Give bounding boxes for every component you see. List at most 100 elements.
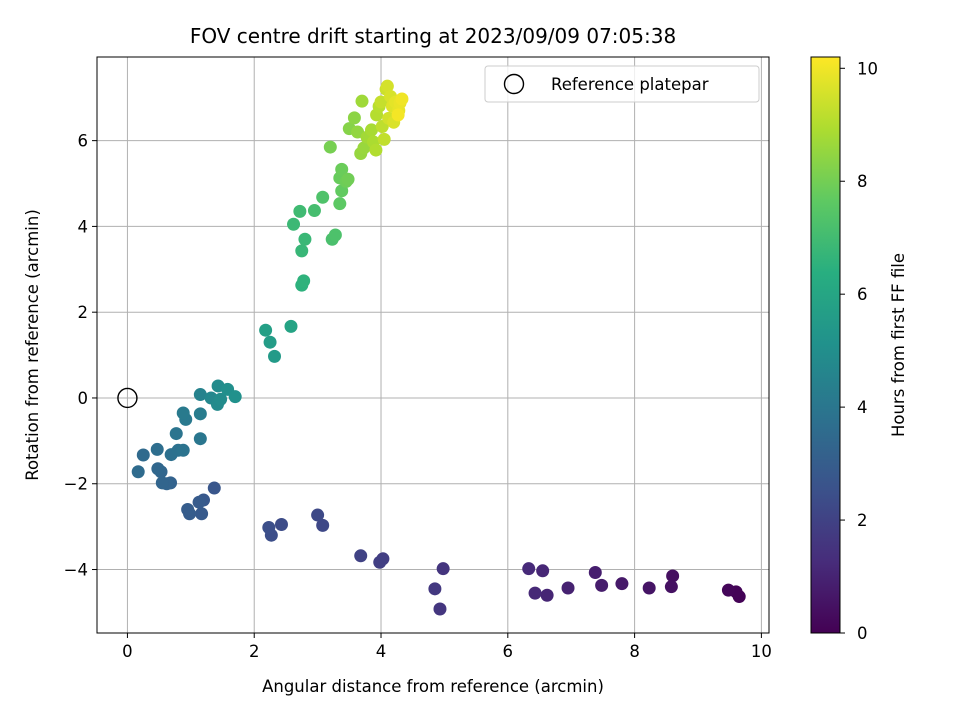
- y-axis-label: Rotation from reference (arcmin): [23, 209, 42, 481]
- x-tick-label: 6: [503, 642, 514, 661]
- data-point: [155, 476, 169, 490]
- data-point: [436, 562, 450, 576]
- data-point: [536, 564, 550, 578]
- reference-marker-group: [117, 387, 138, 409]
- x-tick-label: 10: [751, 642, 772, 661]
- y-tick-label: −4: [64, 561, 88, 580]
- data-point: [176, 443, 190, 457]
- colorbar-tick-label: 2: [857, 511, 868, 530]
- data-point: [664, 580, 678, 594]
- data-point: [311, 508, 325, 522]
- x-axis-ticks: 0 2 4 6 8 10: [122, 633, 772, 661]
- data-point: [433, 602, 447, 616]
- legend-box: [484, 65, 760, 103]
- data-point: [195, 507, 209, 521]
- scatter-points: [131, 79, 746, 616]
- data-point: [214, 392, 228, 406]
- data-point: [595, 578, 609, 592]
- data-point: [357, 141, 371, 155]
- data-point: [193, 407, 207, 421]
- data-point: [136, 448, 150, 462]
- data-point: [347, 111, 361, 125]
- data-point: [316, 190, 330, 204]
- data-point: [262, 520, 276, 534]
- data-point: [341, 172, 355, 186]
- data-point: [354, 549, 368, 563]
- data-point: [328, 228, 342, 242]
- colorbar-tick-label: 0: [857, 624, 868, 643]
- data-point: [131, 465, 145, 479]
- data-point: [540, 588, 554, 602]
- x-tick-label: 8: [629, 642, 640, 661]
- data-point: [522, 562, 536, 576]
- data-point: [192, 495, 206, 509]
- data-point: [263, 335, 277, 349]
- data-point: [151, 462, 165, 476]
- colorbar-tick-label: 6: [857, 285, 868, 304]
- data-point: [374, 95, 388, 109]
- data-point: [666, 569, 680, 583]
- y-tick-label: 2: [78, 303, 89, 322]
- data-point: [642, 581, 656, 595]
- data-point: [150, 442, 164, 456]
- data-point: [193, 432, 207, 446]
- data-point: [274, 517, 288, 531]
- colorbar-label: Hours from first FF file: [889, 253, 908, 437]
- plot-background: [97, 57, 769, 633]
- colorbar-frame: [810, 56, 841, 634]
- legend-reference-marker: [503, 73, 525, 95]
- data-point: [373, 555, 387, 569]
- data-point: [355, 94, 369, 108]
- colorbar-tick-label: 10: [857, 59, 878, 78]
- y-axis-ticks: −4 −2 0 2 4 6: [64, 132, 97, 580]
- data-point: [561, 581, 575, 595]
- data-point: [259, 323, 273, 337]
- data-point: [298, 232, 312, 246]
- data-point: [193, 388, 207, 402]
- data-point: [295, 244, 309, 258]
- y-tick-label: 6: [78, 132, 89, 151]
- data-point: [365, 123, 379, 137]
- colorbar-gradient: [811, 57, 840, 633]
- data-point: [287, 217, 301, 231]
- data-point: [377, 132, 391, 146]
- y-tick-label: 0: [78, 389, 89, 408]
- legend: Reference platepar: [484, 65, 760, 103]
- y-tick-label: 4: [78, 217, 89, 236]
- plot-frame: [96, 56, 770, 634]
- x-tick-label: 2: [249, 642, 260, 661]
- colorbar-ticks: 0 2 4 6 8 10: [840, 59, 878, 643]
- data-point: [307, 204, 321, 218]
- data-point: [615, 577, 629, 591]
- data-point: [268, 349, 282, 363]
- data-point: [284, 319, 298, 333]
- x-tick-label: 4: [376, 642, 387, 661]
- x-tick-label: 0: [122, 642, 133, 661]
- colorbar-tick-label: 4: [857, 398, 868, 417]
- data-point: [181, 502, 195, 516]
- data-point: [169, 427, 183, 441]
- legend-entry-reference: Reference platepar: [551, 75, 709, 94]
- data-point: [323, 140, 337, 154]
- data-point: [369, 143, 383, 157]
- data-point: [428, 582, 442, 596]
- data-point: [228, 390, 242, 404]
- data-point: [588, 566, 602, 580]
- data-point: [297, 274, 311, 288]
- data-point: [351, 125, 365, 139]
- data-point: [380, 79, 394, 93]
- colorbar-tick-label: 8: [857, 172, 868, 191]
- x-axis-label: Angular distance from reference (arcmin): [262, 677, 604, 696]
- data-point: [293, 204, 307, 218]
- data-point: [391, 108, 405, 122]
- data-point: [207, 481, 221, 495]
- colorbar: 0 2 4 6 8 10 Hours from first FF file: [810, 56, 908, 643]
- data-point: [335, 162, 349, 176]
- data-point: [395, 92, 409, 106]
- data-point: [721, 583, 735, 597]
- reference-platepar-marker: [117, 387, 138, 409]
- y-tick-label: −2: [64, 475, 88, 494]
- data-point: [316, 518, 330, 532]
- data-point: [333, 197, 347, 211]
